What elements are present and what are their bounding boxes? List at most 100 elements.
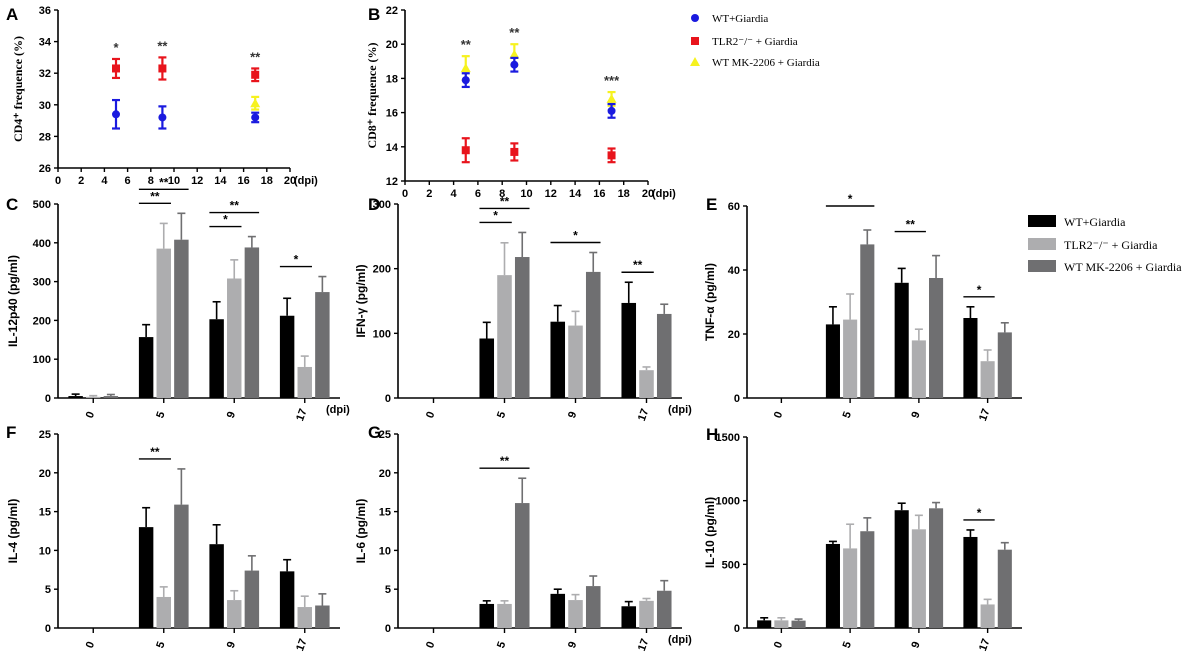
significance-label: * [223,213,228,227]
legend-marker [691,37,699,45]
bar [929,508,944,628]
bar [860,531,875,628]
y-tick-label: 30 [39,100,51,112]
x-axis-unit: (dpi) [668,634,692,646]
x-axis-unit: (dpi) [294,175,318,187]
y-tick-label: 300 [33,277,51,289]
x-tick-label: 5 [495,410,508,420]
y-tick-label: 100 [33,354,51,366]
bar [656,590,672,628]
significance-label: *** [604,73,620,88]
x-tick-label: 18 [261,175,273,187]
x-axis-unit: (dpi) [326,404,350,416]
y-axis-label: TNF-α (pg/ml) [703,263,717,341]
legend-swatch [1028,215,1056,227]
x-tick-label: 14 [569,188,582,200]
legend-swatch [1028,238,1056,250]
bar [227,278,242,398]
y-tick-label: 500 [33,199,51,211]
significance-label: ** [509,25,520,40]
x-tick-label: 18 [618,188,630,200]
x-tick-label: 17 [977,407,992,423]
x-tick-label: 9 [909,410,922,420]
bar [103,396,119,398]
data-point [112,110,120,119]
x-tick-label: 17 [977,637,992,653]
y-tick-label: 500 [722,559,740,571]
significance-label: ** [906,218,916,232]
bar [980,361,995,398]
bar [963,318,978,398]
bar [843,548,858,628]
bar [621,606,637,628]
legend-label: TLR2⁻/⁻ + Giardia [1064,238,1158,252]
panel-F: F 0 5 10 15 20 25 IL-4 (pg/ml) 0 5 9 17 ** [6,423,340,653]
bar [174,239,189,398]
x-tick-label: 2 [426,188,432,200]
bar [244,247,260,398]
y-tick-label: 200 [373,264,391,276]
bar [497,275,512,398]
significance-label: ** [500,454,510,468]
bar [315,605,330,628]
x-tick-label: 0 [424,410,437,420]
bar [568,600,583,628]
x-tick-label: 0 [772,410,785,420]
y-tick-label: 400 [33,238,51,250]
y-tick-label: 60 [728,201,740,213]
y-tick-label: 16 [386,108,398,120]
y-axis-label: IL-10 (pg/ml) [703,497,717,568]
x-tick-label: 5 [495,640,508,650]
legend-marker [690,57,700,66]
bar [585,586,601,628]
bar [315,292,330,398]
y-axis-label: IL-12p40 (pg/ml) [6,255,20,347]
bar [86,396,101,398]
data-point [251,113,260,122]
bar [138,527,154,628]
x-tick-label: 0 [84,640,97,650]
panel-B: B 12 14 16 18 20 22 CD8⁺ frequence (%) 0 2 4 6 8 10 12… [365,5,676,200]
bar [585,271,601,398]
x-tick-label: 2 [78,175,84,187]
x-tick-label: 12 [545,188,557,200]
bar [479,338,495,398]
bar [497,603,512,628]
y-tick-label: 100 [373,328,391,340]
bar [297,366,312,398]
x-tick-label: 17 [636,407,651,423]
bar [860,244,875,398]
x-tick-label: 0 [84,410,97,420]
data-point [250,98,261,108]
bar [514,503,530,628]
y-tick-label: 32 [39,68,51,80]
bar [639,370,654,398]
y-axis-label: IL-6 (pg/ml) [354,499,368,564]
significance-label: * [977,283,982,297]
x-tick-label: 6 [475,188,481,200]
panel-letter: A [6,5,18,24]
y-tick-label: 300 [373,199,391,211]
bar [639,600,654,628]
bar [156,248,171,398]
panel-letter: C [6,195,18,214]
data-point [112,64,120,73]
y-tick-label: 36 [39,5,51,17]
legend-marker [691,14,699,22]
significance-label: ** [461,37,472,52]
significance-label: ** [633,258,643,272]
x-tick-label: 9 [225,640,238,650]
bar [929,278,944,398]
y-tick-label: 1000 [716,496,740,508]
x-tick-label: 9 [566,410,579,420]
legend-label: WT MK-2206 + Giardia [1064,260,1182,274]
y-tick-label: 14 [386,142,399,154]
x-tick-label: 5 [841,410,854,420]
panel-letter: B [368,5,380,24]
y-tick-label: 34 [39,37,52,49]
data-point [607,151,616,160]
panel-letter: G [368,423,381,442]
panel-letter: H [706,425,718,444]
